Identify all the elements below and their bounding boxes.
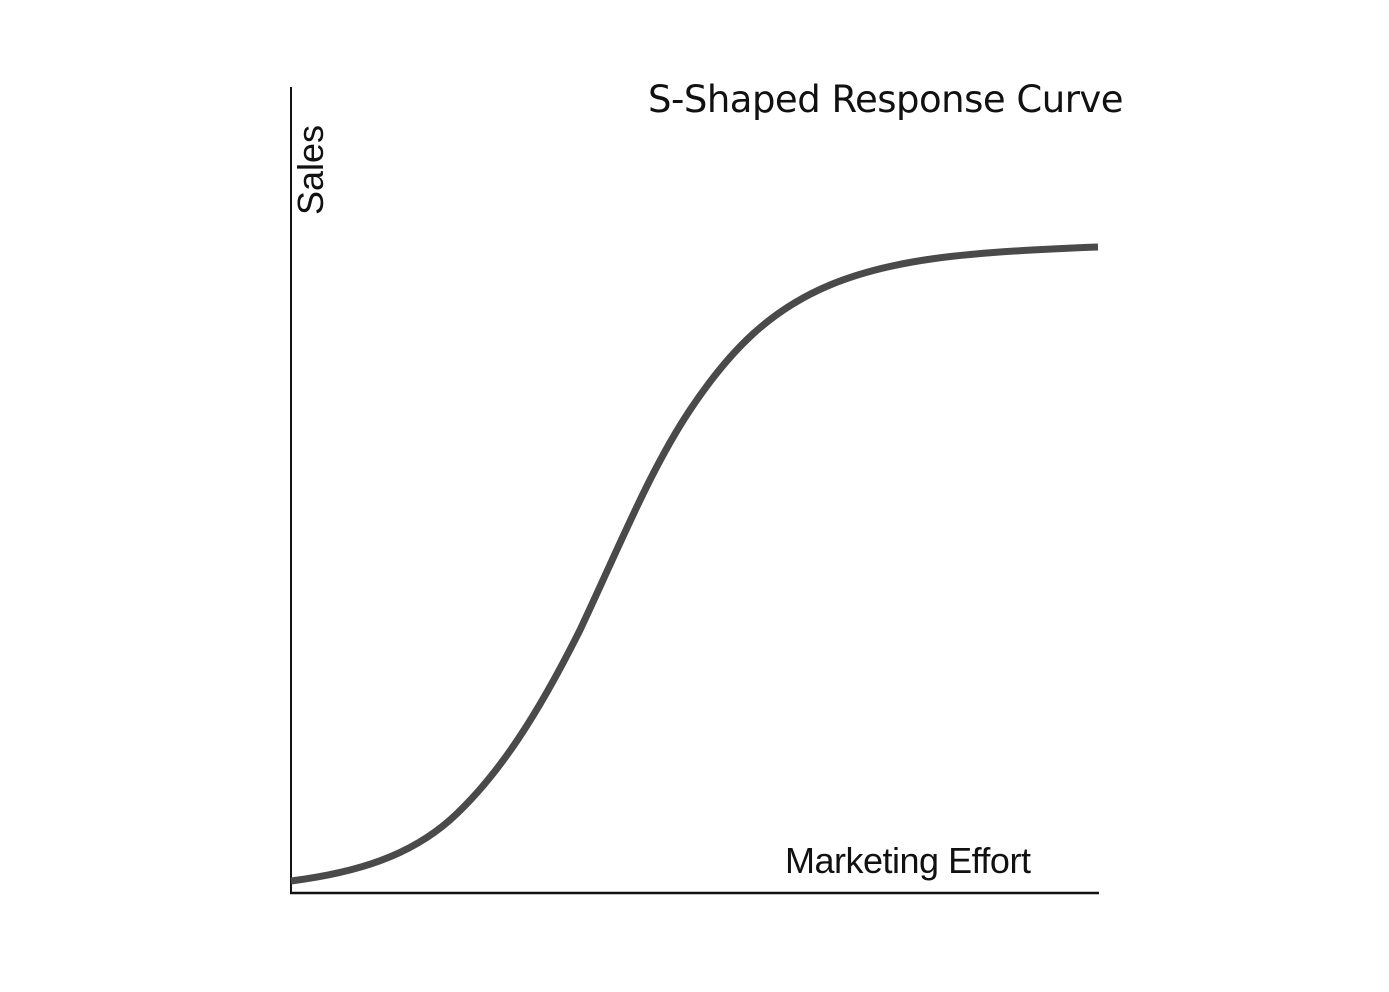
- s-curve-line: [290, 243, 1099, 885]
- y-axis-label: Sales: [290, 124, 331, 215]
- chart-title: S-Shaped Response Curve: [648, 78, 1124, 121]
- x-axis-label: Marketing Effort: [785, 840, 1031, 881]
